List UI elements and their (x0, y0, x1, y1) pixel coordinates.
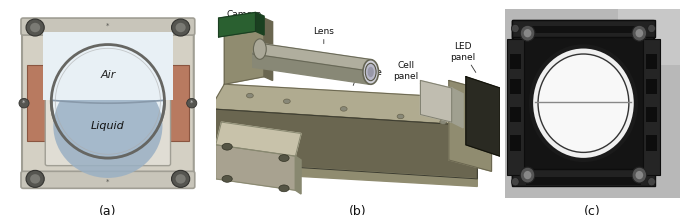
Circle shape (247, 93, 253, 98)
Circle shape (279, 185, 289, 192)
Bar (512, 20, 655, 37)
Circle shape (26, 170, 45, 187)
Bar (510, 107, 521, 122)
Bar (526, 26, 641, 33)
Circle shape (538, 54, 629, 152)
Text: Liquid: Liquid (91, 121, 125, 131)
Circle shape (187, 98, 197, 108)
Text: (b): (b) (349, 205, 366, 215)
Ellipse shape (53, 74, 162, 178)
Text: Lens: Lens (313, 27, 334, 44)
Circle shape (340, 107, 347, 111)
Polygon shape (295, 156, 301, 194)
Circle shape (279, 155, 289, 161)
Circle shape (175, 23, 186, 32)
Polygon shape (256, 12, 264, 35)
Bar (510, 79, 521, 94)
Text: LED
panel: LED panel (451, 42, 476, 72)
Bar (647, 54, 657, 69)
Polygon shape (449, 80, 492, 171)
Circle shape (222, 143, 232, 150)
Bar (512, 169, 655, 186)
Text: (a): (a) (99, 205, 116, 215)
Polygon shape (253, 54, 369, 84)
Circle shape (531, 46, 636, 160)
Circle shape (30, 174, 40, 184)
Circle shape (648, 178, 656, 186)
Ellipse shape (363, 60, 379, 84)
Ellipse shape (365, 63, 376, 81)
Text: *: * (23, 100, 26, 106)
Bar (647, 107, 657, 122)
Circle shape (171, 19, 190, 36)
FancyBboxPatch shape (21, 171, 195, 188)
Circle shape (512, 178, 519, 186)
Circle shape (397, 114, 404, 119)
Ellipse shape (51, 45, 164, 158)
Polygon shape (224, 18, 264, 84)
Circle shape (30, 23, 40, 32)
FancyBboxPatch shape (22, 19, 194, 187)
Bar (510, 135, 521, 150)
Circle shape (222, 175, 232, 182)
Polygon shape (466, 77, 500, 156)
Circle shape (171, 170, 190, 187)
Circle shape (19, 98, 29, 108)
Circle shape (524, 29, 532, 37)
Bar (647, 135, 657, 150)
Text: *: * (190, 100, 193, 106)
Polygon shape (210, 84, 492, 126)
Polygon shape (216, 122, 301, 156)
Circle shape (175, 174, 186, 184)
Circle shape (648, 24, 656, 33)
Circle shape (284, 99, 290, 104)
Text: Base plate: Base plate (334, 68, 382, 86)
Polygon shape (219, 12, 256, 37)
Text: Motor: Motor (245, 136, 271, 151)
FancyBboxPatch shape (45, 41, 171, 166)
Circle shape (636, 29, 643, 37)
Ellipse shape (368, 67, 374, 77)
Text: Air: Air (100, 70, 116, 80)
Text: Camera: Camera (227, 10, 262, 25)
Text: Cell
panel: Cell panel (394, 61, 429, 92)
Polygon shape (253, 43, 372, 71)
Bar (526, 177, 641, 184)
FancyBboxPatch shape (512, 21, 654, 186)
Polygon shape (210, 109, 477, 141)
Bar (643, 39, 660, 175)
Circle shape (520, 25, 535, 41)
Text: *: * (106, 179, 110, 185)
Text: *: * (106, 23, 110, 29)
Circle shape (636, 171, 643, 179)
Bar (619, 9, 680, 65)
Bar (507, 39, 524, 175)
Polygon shape (216, 145, 295, 190)
Bar (647, 79, 657, 94)
FancyBboxPatch shape (521, 30, 645, 176)
Circle shape (440, 120, 447, 124)
Polygon shape (421, 80, 451, 122)
Circle shape (524, 171, 532, 179)
Bar (27, 65, 47, 141)
Circle shape (632, 25, 647, 41)
Bar (43, 32, 173, 100)
FancyBboxPatch shape (21, 18, 195, 35)
Circle shape (520, 167, 535, 183)
Polygon shape (264, 18, 273, 80)
Ellipse shape (253, 39, 266, 59)
Polygon shape (210, 162, 477, 186)
Circle shape (632, 167, 647, 183)
Bar (169, 65, 188, 141)
Bar (510, 54, 521, 69)
Text: (c): (c) (584, 205, 601, 215)
Polygon shape (210, 109, 477, 179)
Circle shape (512, 24, 519, 33)
Polygon shape (451, 88, 463, 128)
Circle shape (26, 19, 45, 36)
